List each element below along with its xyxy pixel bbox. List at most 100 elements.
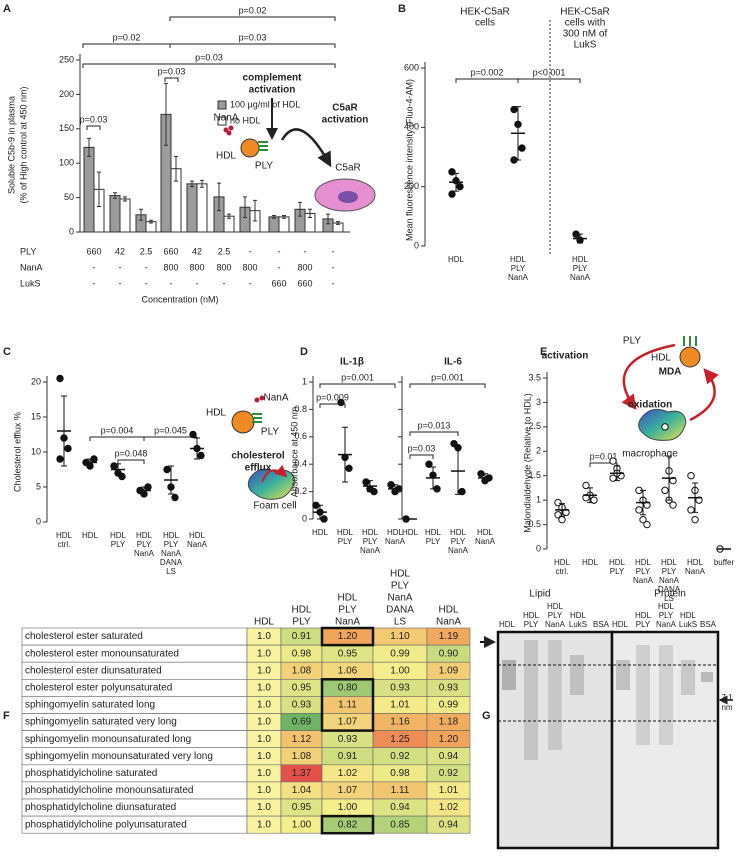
row-label: cholesterol ester saturated: [25, 631, 143, 642]
lane-label: BSA: [593, 620, 610, 629]
y-tick-label: 15: [31, 411, 41, 421]
cell-value: 1.19: [439, 631, 459, 642]
cell-value: 1.0: [257, 819, 271, 830]
cell-value: 1.09: [439, 665, 459, 676]
data-point: [362, 478, 370, 486]
data-point: [582, 494, 590, 502]
data-point: [510, 105, 518, 114]
size-label: 7.1: [721, 693, 733, 702]
sd-bar: [666, 455, 672, 501]
data-point: [669, 476, 677, 485]
sd-bar: [559, 503, 565, 517]
data-point: [56, 455, 64, 463]
column-header: HDL: [438, 605, 458, 616]
sd-bar: [317, 504, 323, 520]
diagram-label: activation: [542, 351, 589, 362]
row-value: -: [249, 278, 252, 288]
row-value: -: [196, 278, 199, 288]
p-value: p=0.009: [316, 392, 349, 402]
data-point: [558, 515, 566, 524]
diagram-label: Foam cell: [253, 501, 296, 512]
cell-value: 0.93: [292, 700, 312, 711]
row-value: -: [93, 278, 96, 288]
x-tick-label: PLY: [451, 537, 466, 546]
highlight-box: [320, 678, 375, 732]
y-axis-label: Mean fluorescence intensity (Fluo-4-AM): [404, 79, 414, 241]
cell-value: 0.95: [338, 648, 358, 659]
p-value: p=0.03: [239, 32, 267, 42]
row-value: -: [223, 278, 226, 288]
panel-letter: C: [3, 346, 11, 358]
cell-value: 1.07: [338, 785, 358, 796]
cell-value: 1.20: [338, 631, 358, 642]
x-tick-label: HDL: [609, 558, 626, 567]
data-point: [163, 465, 171, 474]
bar: [186, 183, 198, 233]
x-tick-label: HDL: [110, 531, 127, 540]
highlight-box: [320, 814, 375, 835]
y-tick-label: 0: [414, 240, 419, 250]
row-value: -: [119, 278, 122, 288]
row-label: cholesterol ester diunsaturated: [25, 665, 162, 676]
y-tick-label: 600: [404, 62, 419, 72]
lane-label: HDL: [523, 611, 540, 620]
row-value: -: [332, 246, 335, 256]
significance-bracket: [409, 383, 486, 388]
diagram-label: NanA: [263, 393, 288, 404]
significance-bracket: [82, 43, 171, 48]
x-tick-label: HDL: [687, 558, 704, 567]
y-tick-label: 200: [59, 89, 74, 99]
error-bar: [190, 180, 194, 188]
lane-label: LukS: [679, 620, 697, 629]
x-tick-label: NanA: [161, 549, 182, 558]
column-header: LS: [394, 617, 407, 628]
error-bar: [200, 179, 204, 188]
cell-value: 1.0: [257, 717, 271, 728]
x-tick-label: HDL: [362, 528, 379, 537]
highlight-box: [320, 626, 375, 647]
row-label: LukS: [20, 278, 41, 288]
p-value: p=0.03: [195, 52, 223, 62]
row-value: 660: [297, 278, 312, 288]
y-tick-label: 1: [536, 495, 541, 505]
blot-title: Protein: [654, 589, 686, 600]
panel-letter: D: [300, 346, 308, 358]
cell-value: 0.85: [390, 819, 410, 830]
row-value: 800: [242, 262, 257, 272]
cell-value: 1.12: [292, 734, 312, 745]
group-header: cells: [475, 18, 495, 29]
cell-value: 1.00: [338, 802, 358, 813]
x-tick-label: ctrl.: [58, 540, 71, 549]
cell-value: 1.01: [390, 700, 410, 711]
blot-title: Lipid: [529, 589, 550, 600]
diagram-label: C5aR: [332, 103, 358, 114]
error-bar: [164, 82, 168, 146]
x-tick-label: PLY: [662, 567, 677, 576]
sd-bar: [367, 480, 373, 493]
sd-bar: [87, 458, 93, 467]
column-header: NanA: [335, 617, 360, 628]
cell-value: 1.0: [257, 648, 271, 659]
diagram-label: HDL: [206, 408, 226, 419]
cell-value: 1.0: [257, 700, 271, 711]
row-value: -: [332, 278, 335, 288]
column-header: PLY: [292, 617, 310, 628]
data-point: [448, 168, 456, 176]
x-tick-label: HDL: [477, 528, 494, 537]
p-value: p=0.001: [431, 372, 464, 382]
sd-bar: [392, 484, 398, 494]
cell-value: 1.0: [257, 751, 271, 762]
x-tick-label: HDL: [189, 531, 206, 540]
row-label: phosphatidylcholine diunsaturated: [25, 802, 176, 813]
cell-value: 0.95: [292, 682, 312, 693]
x-tick-label: HDL: [163, 531, 180, 540]
x-tick-label: HDL: [312, 528, 329, 537]
row-label: sphingomyelin saturated long: [25, 700, 155, 711]
row-label: NanA: [20, 262, 43, 272]
y-tick-label: 2.5: [528, 421, 541, 431]
panel-letter: E: [540, 346, 547, 358]
cell-value: 0.94: [439, 819, 459, 830]
significance-bracket: [86, 125, 101, 130]
row-value: 2.5: [218, 246, 231, 256]
data-point: [609, 474, 617, 482]
